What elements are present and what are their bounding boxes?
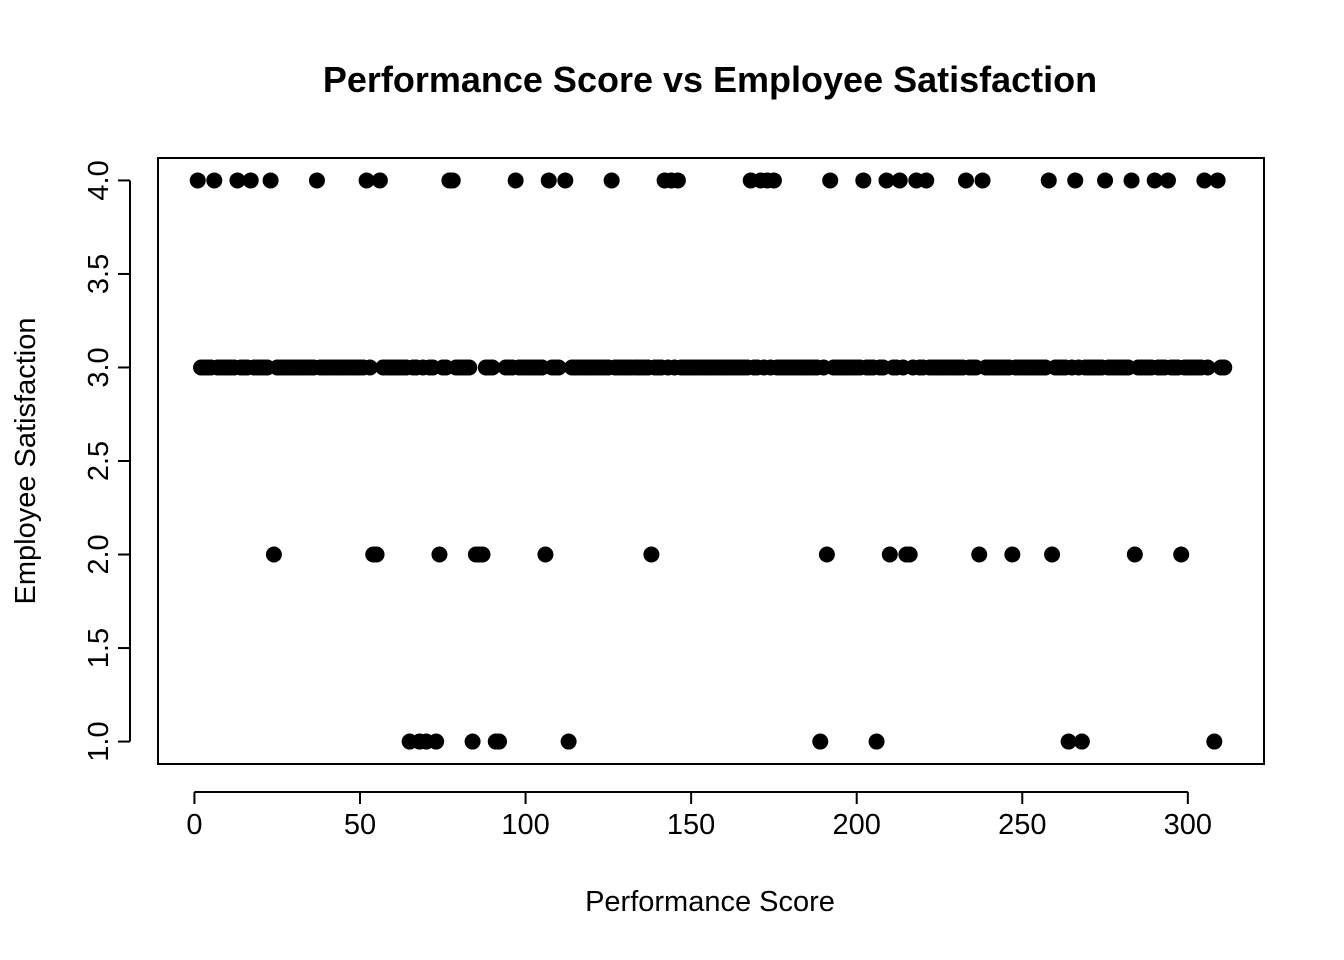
data-point	[464, 733, 481, 750]
data-point	[491, 733, 508, 750]
y-axis: 1.0 1.5 2.0 2.5 3.0 3.5 4.0	[83, 160, 131, 762]
x-tick-label: 50	[344, 809, 376, 841]
y-tick-label: 2.5	[83, 441, 115, 481]
data-point	[1146, 172, 1163, 189]
x-tick-label: 250	[998, 809, 1046, 841]
y-tick-label: 3.0	[83, 347, 115, 387]
data-point	[855, 172, 872, 189]
data-point	[1060, 733, 1077, 750]
data-point	[878, 172, 895, 189]
x-tick-label: 150	[667, 809, 715, 841]
x-tick-label: 300	[1164, 809, 1212, 841]
data-point	[818, 546, 835, 563]
data-point	[1173, 546, 1190, 563]
y-tick-label: 2.0	[83, 534, 115, 574]
data-point	[1097, 172, 1114, 189]
plot-frame	[157, 157, 1265, 765]
data-point	[1199, 359, 1216, 376]
data-point	[361, 359, 378, 376]
data-point	[537, 546, 554, 563]
y-axis-label: Employee Satisfaction	[10, 318, 42, 605]
data-point	[603, 172, 620, 189]
data-point	[1196, 172, 1213, 189]
data-point	[444, 172, 461, 189]
data-point	[428, 733, 445, 750]
y-tick-label: 3.5	[83, 254, 115, 294]
data-point	[974, 172, 991, 189]
data-point	[550, 359, 567, 376]
data-point	[822, 172, 839, 189]
data-point	[1206, 733, 1223, 750]
data-point	[262, 172, 279, 189]
x-axis-label: Performance Score	[585, 886, 835, 918]
data-point	[1067, 172, 1084, 189]
data-point	[669, 172, 686, 189]
data-points	[189, 172, 1233, 750]
data-point	[971, 546, 988, 563]
data-point	[1004, 546, 1021, 563]
data-point	[1126, 546, 1143, 563]
data-point	[1159, 172, 1176, 189]
data-point	[891, 172, 908, 189]
chart-title: Performance Score vs Employee Satisfacti…	[323, 59, 1097, 100]
x-tick-label: 0	[186, 809, 202, 841]
data-point	[812, 733, 829, 750]
data-point	[431, 546, 448, 563]
data-point	[484, 359, 501, 376]
data-point	[560, 733, 577, 750]
data-point	[229, 172, 246, 189]
data-point	[507, 172, 524, 189]
x-tick-label: 200	[833, 809, 881, 841]
data-point	[189, 172, 206, 189]
x-tick-label: 100	[501, 809, 549, 841]
data-point	[358, 172, 375, 189]
data-point	[1216, 359, 1233, 376]
data-point	[368, 546, 385, 563]
data-point	[765, 172, 782, 189]
data-point	[868, 733, 885, 750]
data-point	[1073, 733, 1090, 750]
data-point	[308, 172, 325, 189]
data-point	[474, 546, 491, 563]
y-tick-label: 1.5	[83, 628, 115, 668]
data-point	[643, 546, 660, 563]
data-point	[918, 172, 935, 189]
data-point	[957, 172, 974, 189]
data-point	[557, 172, 574, 189]
data-point	[265, 546, 282, 563]
data-point	[1040, 172, 1057, 189]
y-tick-label: 1.0	[83, 721, 115, 761]
data-point	[1209, 172, 1226, 189]
data-point	[540, 172, 557, 189]
data-point	[206, 172, 223, 189]
data-point	[1123, 172, 1140, 189]
y-tick-label: 4.0	[83, 160, 115, 200]
data-point	[461, 359, 478, 376]
data-point	[371, 172, 388, 189]
data-point	[881, 546, 898, 563]
data-point	[901, 546, 918, 563]
data-point	[1044, 546, 1061, 563]
data-point	[242, 172, 259, 189]
x-axis: 0 50 100 150 200 250 300	[186, 791, 1212, 841]
